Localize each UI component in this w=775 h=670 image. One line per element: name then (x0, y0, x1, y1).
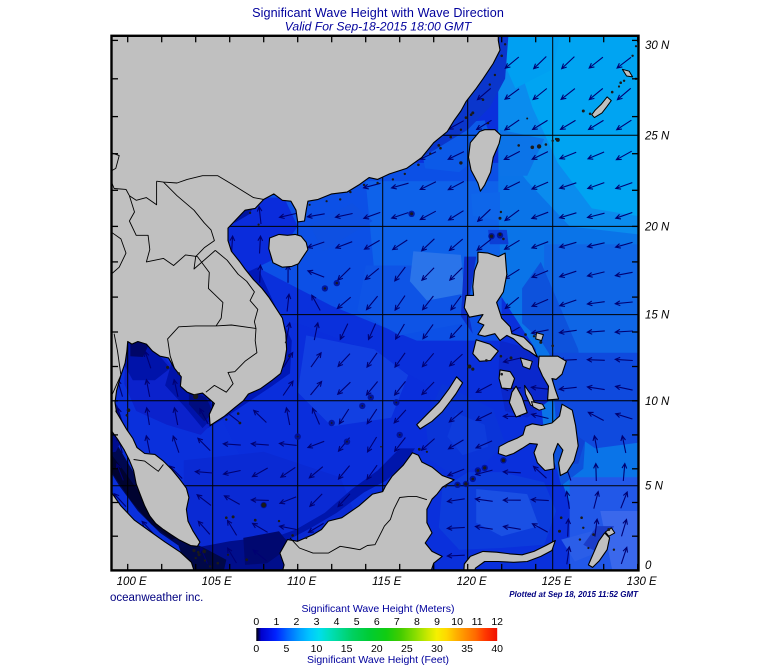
svg-text:20 N: 20 N (644, 221, 670, 233)
svg-text:20: 20 (371, 643, 383, 655)
svg-text:4: 4 (334, 616, 340, 628)
svg-text:110 E: 110 E (287, 576, 317, 588)
svg-text:100 E: 100 E (117, 576, 147, 588)
svg-text:0: 0 (253, 643, 259, 655)
svg-text:0: 0 (645, 560, 652, 572)
svg-text:105 E: 105 E (202, 576, 232, 588)
svg-text:2: 2 (293, 616, 299, 628)
svg-text:15: 15 (341, 643, 353, 655)
svg-text:10 N: 10 N (645, 396, 670, 408)
svg-text:130 E: 130 E (627, 576, 657, 588)
svg-text:30 N: 30 N (645, 40, 670, 52)
svg-text:3: 3 (314, 616, 320, 628)
svg-text:oceanweather inc.: oceanweather inc. (110, 592, 203, 604)
svg-text:40: 40 (491, 643, 503, 655)
svg-text:10: 10 (451, 616, 463, 628)
svg-text:120 E: 120 E (457, 576, 487, 588)
svg-text:6: 6 (374, 616, 380, 628)
svg-text:5: 5 (354, 616, 360, 628)
svg-text:Valid For Sep-18-2015 18:00 GM: Valid For Sep-18-2015 18:00 GMT (285, 20, 473, 34)
svg-text:7: 7 (394, 616, 400, 628)
svg-text:0: 0 (253, 616, 259, 628)
svg-text:9: 9 (434, 616, 440, 628)
svg-text:5: 5 (283, 643, 289, 655)
svg-text:Plotted at Sep 18, 2015 11:52: Plotted at Sep 18, 2015 11:52 GMT (509, 590, 639, 599)
svg-text:125 E: 125 E (542, 576, 572, 588)
svg-text:30: 30 (431, 643, 443, 655)
svg-text:Significant Wave Height with W: Significant Wave Height with Wave Direct… (252, 6, 504, 20)
svg-text:Significant Wave Height (Meter: Significant Wave Height (Meters) (301, 603, 454, 615)
svg-text:Significant Wave Height (Feet): Significant Wave Height (Feet) (307, 654, 449, 665)
svg-text:11: 11 (472, 616, 483, 628)
svg-text:35: 35 (461, 643, 473, 655)
svg-text:115 E: 115 E (372, 576, 402, 588)
svg-text:15 N: 15 N (645, 310, 670, 322)
svg-text:10: 10 (311, 643, 323, 655)
svg-text:12: 12 (491, 616, 503, 628)
svg-text:25: 25 (401, 643, 413, 655)
svg-text:1: 1 (273, 616, 279, 628)
svg-text:5 N: 5 N (645, 481, 664, 493)
svg-text:25 N: 25 N (644, 130, 670, 142)
svg-text:8: 8 (414, 616, 420, 628)
